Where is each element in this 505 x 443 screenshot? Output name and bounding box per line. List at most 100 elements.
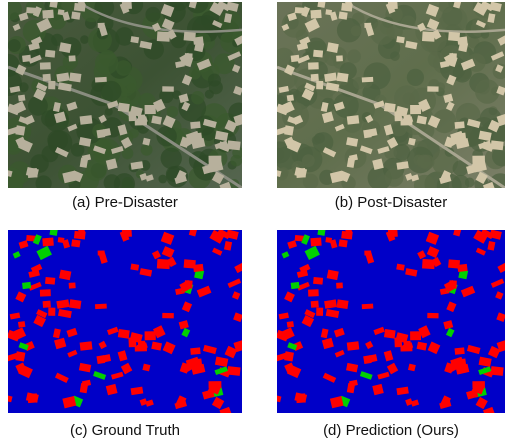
tree-cluster bbox=[158, 175, 167, 184]
caption: (a) Pre-Disaster bbox=[72, 194, 178, 211]
caption: (d) Prediction (Ours) bbox=[323, 422, 459, 439]
building bbox=[190, 121, 200, 129]
building-mask bbox=[291, 282, 300, 289]
building bbox=[162, 86, 174, 91]
tree-cluster bbox=[42, 145, 59, 162]
building bbox=[287, 95, 294, 102]
building-mask bbox=[95, 304, 107, 310]
building bbox=[396, 36, 405, 43]
building bbox=[157, 31, 170, 41]
building bbox=[74, 3, 86, 12]
tree-cluster bbox=[167, 106, 179, 118]
tree-cluster bbox=[351, 25, 362, 36]
caption: (c) Ground Truth bbox=[70, 422, 180, 439]
building-mask bbox=[400, 346, 412, 352]
tree-cluster bbox=[101, 81, 122, 102]
building bbox=[388, 0, 398, 9]
building bbox=[311, 74, 319, 81]
building bbox=[118, 103, 130, 113]
pre-disaster-image bbox=[0, 0, 249, 197]
building-mask bbox=[308, 289, 319, 296]
building bbox=[341, 3, 353, 12]
tree-cluster bbox=[302, 154, 315, 167]
building bbox=[455, 121, 465, 128]
building-mask bbox=[316, 308, 323, 316]
building bbox=[15, 125, 25, 135]
building bbox=[135, 120, 147, 126]
building-mask bbox=[296, 393, 306, 403]
building bbox=[336, 55, 343, 61]
building-mask bbox=[18, 321, 25, 328]
tree-cluster bbox=[104, 174, 121, 191]
building bbox=[384, 103, 396, 113]
building-mask bbox=[339, 239, 348, 247]
tree-cluster bbox=[161, 148, 182, 169]
building bbox=[291, 55, 300, 62]
building-mask bbox=[42, 238, 54, 247]
building-mask bbox=[43, 301, 51, 308]
building bbox=[49, 0, 58, 8]
building-mask bbox=[58, 237, 65, 243]
tree-cluster bbox=[41, 110, 58, 127]
building-mask bbox=[448, 259, 460, 268]
building-mask bbox=[122, 228, 132, 238]
building-mask bbox=[190, 347, 200, 354]
tree-cluster bbox=[85, 159, 107, 181]
building bbox=[339, 12, 348, 20]
prediction-map bbox=[273, 226, 505, 418]
building bbox=[48, 81, 55, 90]
building bbox=[71, 12, 80, 20]
building-mask bbox=[325, 237, 332, 243]
building-mask bbox=[422, 259, 435, 269]
post-disaster-image bbox=[269, 0, 505, 198]
building-mask bbox=[347, 341, 360, 350]
ground-truth-map bbox=[4, 226, 248, 418]
building bbox=[145, 105, 156, 114]
building-mask bbox=[313, 277, 323, 285]
building-mask bbox=[337, 299, 349, 309]
building-mask bbox=[184, 259, 196, 268]
tree-cluster bbox=[127, 83, 136, 92]
building-mask bbox=[157, 259, 170, 269]
building-mask bbox=[455, 347, 465, 354]
building-mask bbox=[45, 277, 55, 285]
tree-cluster bbox=[80, 35, 89, 44]
building bbox=[43, 74, 51, 81]
tree-cluster bbox=[8, 39, 21, 52]
building-mask bbox=[80, 341, 93, 350]
building-mask bbox=[310, 238, 321, 247]
building bbox=[45, 50, 55, 58]
building bbox=[316, 81, 323, 90]
tree-cluster bbox=[370, 20, 394, 44]
figure: (a) Pre-Disaster (b) Post-Disaster (c) G… bbox=[0, 0, 505, 443]
tree-cluster bbox=[407, 69, 424, 86]
building-mask bbox=[48, 308, 55, 316]
building-mask bbox=[162, 313, 174, 318]
building-mask bbox=[427, 313, 438, 318]
building bbox=[325, 9, 332, 15]
building-mask bbox=[27, 393, 37, 403]
building bbox=[369, 128, 378, 136]
tree-cluster bbox=[95, 51, 118, 74]
tree-cluster bbox=[202, 127, 216, 141]
building-mask bbox=[284, 351, 294, 361]
building bbox=[362, 77, 374, 83]
building bbox=[310, 10, 321, 19]
building-mask bbox=[40, 289, 51, 296]
building-mask bbox=[71, 239, 80, 247]
tree-cluster bbox=[141, 144, 153, 156]
building-mask bbox=[287, 321, 294, 328]
building bbox=[95, 77, 107, 83]
building-mask bbox=[317, 227, 325, 236]
building-mask bbox=[22, 282, 31, 289]
building-mask bbox=[362, 304, 374, 310]
building-mask bbox=[69, 299, 81, 309]
building bbox=[227, 140, 240, 150]
building bbox=[400, 120, 412, 126]
building-mask bbox=[388, 228, 398, 238]
building bbox=[98, 23, 105, 28]
tree-cluster bbox=[347, 49, 361, 63]
building bbox=[422, 31, 435, 41]
tree-cluster bbox=[191, 91, 204, 104]
building-mask bbox=[135, 346, 147, 352]
